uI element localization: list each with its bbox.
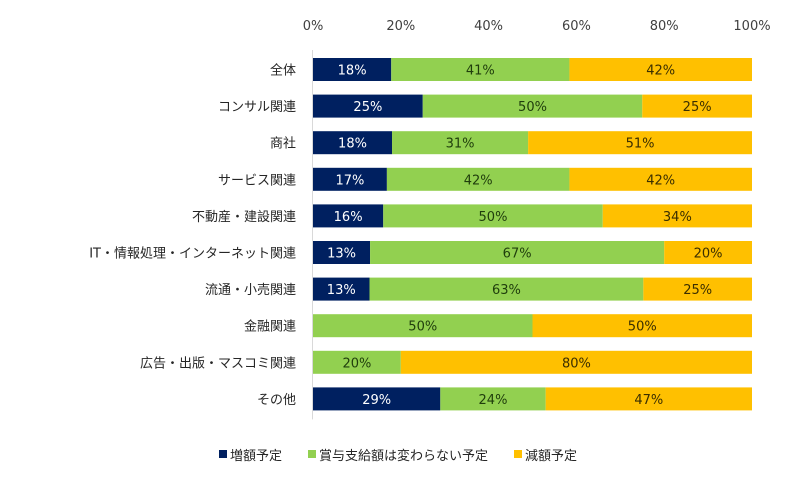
bar-segment-decrease xyxy=(528,131,752,155)
category-label: その他 xyxy=(257,393,296,408)
bar-segment-unchanged xyxy=(369,277,644,301)
data-label-unchanged: 41% xyxy=(466,64,495,79)
bar-segment-unchanged xyxy=(386,167,570,191)
data-label-decrease: 47% xyxy=(634,393,663,408)
bar-segment-decrease xyxy=(545,387,752,411)
data-label-increase: 29% xyxy=(362,393,391,408)
x-tick-label: 20% xyxy=(386,19,415,34)
bars xyxy=(313,58,752,411)
x-tick-label: 0% xyxy=(303,19,324,34)
bar-segment-increase xyxy=(313,58,392,81)
legend-item-increase: 増額予定 xyxy=(219,445,282,464)
data-label-unchanged: 24% xyxy=(479,393,508,408)
bar-segment-unchanged xyxy=(391,58,570,81)
bar-segment-decrease xyxy=(532,314,752,338)
legend-swatch-unchanged xyxy=(308,450,317,458)
category-label: サービス関連 xyxy=(218,173,296,188)
legend-label-unchanged: 賞与支給額は変わらない予定 xyxy=(319,448,489,464)
data-label-decrease: 25% xyxy=(683,283,712,298)
data-label-unchanged: 20% xyxy=(342,356,371,371)
data-label-decrease: 25% xyxy=(683,100,712,115)
category-label: 不動産・建設関連 xyxy=(192,209,296,225)
category-label: IT・情報処理・インターネット関連 xyxy=(89,247,296,262)
data-label-unchanged: 50% xyxy=(518,100,547,115)
bar-segment-unchanged xyxy=(392,131,529,155)
x-tick-label: 80% xyxy=(650,19,679,34)
bar-segment-unchanged xyxy=(313,350,401,374)
x-axis-ticks: 0% 20% 40% 60% 80% 100% xyxy=(303,19,771,34)
bar-segment-increase xyxy=(313,241,371,264)
bar-segment-decrease xyxy=(642,94,752,118)
category-label: 商社 xyxy=(270,136,296,152)
legend-label-increase: 増額予定 xyxy=(230,448,283,464)
data-label-unchanged: 50% xyxy=(479,210,508,225)
data-label-decrease: 80% xyxy=(562,356,591,371)
category-label: 全体 xyxy=(270,63,296,79)
bar-segment-decrease xyxy=(400,350,752,374)
bar-segment-unchanged xyxy=(313,314,533,338)
category-label: 金融関連 xyxy=(244,319,296,335)
data-label-unchanged: 31% xyxy=(446,137,475,152)
bar-segment-increase xyxy=(313,131,393,155)
bar-segment-increase xyxy=(313,94,423,118)
data-label-unchanged: 50% xyxy=(408,320,437,335)
legend-label-decrease: 減額予定 xyxy=(525,448,578,464)
data-label-decrease: 34% xyxy=(663,210,692,225)
bar-segment-decrease xyxy=(602,204,752,228)
category-label: 流通・小売関連 xyxy=(205,282,296,298)
category-label: 広告・出版・マスコミ関連 xyxy=(140,356,296,371)
data-label-increase: 18% xyxy=(338,64,367,79)
data-label-unchanged: 67% xyxy=(503,247,532,262)
bar-segment-increase xyxy=(313,277,370,301)
data-label-increase: 17% xyxy=(335,173,364,188)
x-tick-label: 100% xyxy=(733,19,770,34)
bar-segment-unchanged xyxy=(383,204,603,228)
bar-segment-unchanged xyxy=(370,241,665,264)
x-tick-label: 40% xyxy=(474,19,503,34)
data-label-increase: 13% xyxy=(327,247,356,262)
legend-item-unchanged: 賞与支給額は変わらない予定 xyxy=(308,445,488,464)
data-label-decrease: 51% xyxy=(626,137,655,152)
legend: 増額予定 賞与支給額は変わらない予定 減額予定 xyxy=(219,444,603,464)
bar-segment-decrease xyxy=(664,241,752,264)
legend-swatch-decrease xyxy=(514,450,523,458)
bar-segment-increase xyxy=(313,167,387,191)
bar-segment-decrease xyxy=(569,58,752,81)
bar-segment-increase xyxy=(313,204,384,228)
data-label-increase: 18% xyxy=(338,137,367,152)
data-label-unchanged: 63% xyxy=(492,283,521,298)
data-label-decrease: 42% xyxy=(646,64,675,79)
bar-segment-decrease xyxy=(643,277,752,301)
data-label-increase: 16% xyxy=(334,210,363,225)
bar-segment-unchanged xyxy=(440,387,546,411)
category-label: コンサル関連 xyxy=(218,100,296,115)
data-label-decrease: 42% xyxy=(646,173,675,188)
data-label-decrease: 50% xyxy=(628,320,657,335)
legend-item-decrease: 減額予定 xyxy=(514,445,577,464)
data-label-decrease: 20% xyxy=(694,247,723,262)
data-label-increase: 25% xyxy=(353,100,382,115)
bar-segment-unchanged xyxy=(422,94,643,118)
data-label-unchanged: 42% xyxy=(464,173,493,188)
legend-swatch-increase xyxy=(219,450,227,458)
data-label-increase: 13% xyxy=(327,283,356,298)
data-labels: 18% 41% 42% 25% 50% 25% 18% 31% 51% 17% 42% 42% 16% 5… xyxy=(327,64,723,408)
x-tick-label: 60% xyxy=(562,19,591,34)
bar-segment-decrease xyxy=(569,167,752,191)
bar-segment-increase xyxy=(313,387,441,411)
